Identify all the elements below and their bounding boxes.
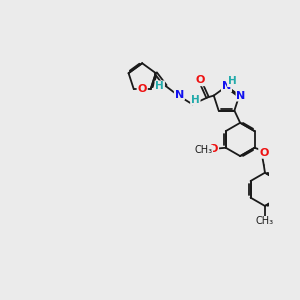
Text: CH₃: CH₃ xyxy=(256,216,274,226)
Text: N: N xyxy=(175,90,184,100)
Text: N: N xyxy=(236,91,246,100)
Text: H: H xyxy=(155,81,164,91)
Text: O: O xyxy=(196,75,205,85)
Text: H: H xyxy=(191,95,200,105)
Text: H: H xyxy=(228,76,237,86)
Text: O: O xyxy=(259,148,268,158)
Text: N: N xyxy=(222,81,231,91)
Text: CH₃: CH₃ xyxy=(194,145,212,155)
Text: O: O xyxy=(209,144,218,154)
Text: O: O xyxy=(137,84,147,94)
